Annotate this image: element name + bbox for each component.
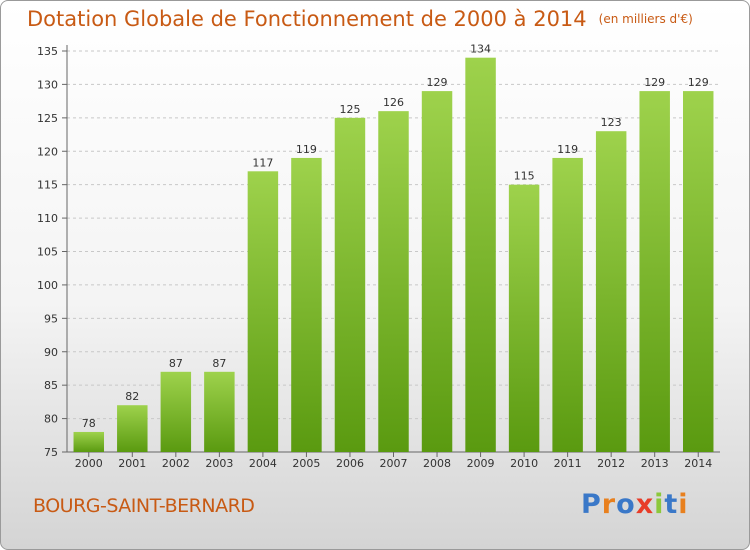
bar-value-label: 129: [427, 76, 448, 89]
bar: [204, 371, 235, 452]
proxiti-logo: Proxiti: [581, 489, 689, 520]
x-tick-label: 2002: [162, 457, 190, 470]
logo-letter: i: [678, 489, 689, 520]
y-tick-label: 85: [44, 379, 58, 392]
bar: [160, 371, 192, 452]
y-tick-label: 90: [44, 346, 58, 359]
bar-value-label: 78: [82, 417, 96, 430]
bar: [334, 117, 366, 452]
bar-value-label: 82: [125, 390, 139, 403]
x-tick-label: 2008: [423, 457, 451, 470]
bar: [73, 431, 105, 452]
bar-value-label: 87: [169, 357, 183, 370]
x-tick-label: 2005: [292, 457, 320, 470]
bar: [682, 91, 714, 452]
bar-value-label: 126: [383, 96, 404, 109]
bar: [378, 111, 409, 453]
bar-value-label: 129: [688, 76, 709, 89]
logo-letter: P: [581, 489, 602, 520]
chart-title-text: Dotation Globale de Fonctionnement de 20…: [27, 7, 587, 31]
bar-value-label: 129: [644, 76, 665, 89]
bar-value-label: 119: [296, 143, 317, 156]
y-tick-label: 115: [37, 179, 58, 192]
logo-letter: x: [635, 489, 655, 520]
y-tick-label: 100: [37, 279, 58, 292]
x-tick-label: 2003: [205, 457, 233, 470]
bar: [117, 405, 148, 452]
bar-value-label: 119: [557, 143, 578, 156]
y-tick-label: 135: [37, 45, 58, 58]
y-tick-label: 130: [37, 78, 58, 91]
bar-value-label: 117: [252, 156, 273, 169]
bar: [639, 91, 670, 452]
chart-title: Dotation Globale de Fonctionnement de 20…: [27, 7, 693, 31]
y-tick-label: 120: [37, 145, 58, 158]
bar: [508, 184, 540, 452]
bar-value-label: 125: [339, 103, 360, 116]
x-tick-label: 2006: [336, 457, 364, 470]
logo-letter: i: [654, 489, 665, 520]
y-tick-label: 80: [44, 413, 58, 426]
y-tick-label: 125: [37, 112, 58, 125]
logo-letter: r: [601, 489, 617, 520]
bar: [552, 157, 583, 452]
x-tick-label: 2013: [641, 457, 669, 470]
bars: 78 82 87 87 117 119 125 126 129 134 115 119 123 129 12…: [73, 43, 714, 453]
bar-value-label: 115: [514, 170, 535, 183]
bar-value-label: 87: [212, 357, 226, 370]
bar: [421, 91, 453, 452]
x-tick-label: 2001: [118, 457, 146, 470]
y-tick-label: 105: [37, 246, 58, 259]
unit-note: (en milliers d'€): [598, 12, 693, 26]
y-tick-label: 110: [37, 212, 58, 225]
x-tick-label: 2009: [467, 457, 495, 470]
logo-letter: o: [616, 489, 636, 520]
bar: [465, 57, 496, 452]
x-tick-label: 2010: [510, 457, 538, 470]
bar-value-label: 123: [601, 116, 622, 129]
x-tick-label: 2011: [554, 457, 582, 470]
x-tick-label: 2012: [597, 457, 625, 470]
x-tick-label: 2007: [380, 457, 408, 470]
x-tick-label: 2000: [75, 457, 103, 470]
logo-letter: t: [664, 489, 679, 520]
bar: [247, 171, 279, 453]
y-tick-label: 95: [44, 312, 58, 325]
commune-name: BOURG-SAINT-BERNARD: [33, 495, 255, 517]
y-tick-label: 75: [44, 446, 58, 459]
x-tick-label: 2014: [684, 457, 712, 470]
x-tick-label: 2004: [249, 457, 277, 470]
bar-value-label: 134: [470, 43, 491, 56]
bar: [291, 157, 322, 452]
bar: [595, 131, 627, 452]
